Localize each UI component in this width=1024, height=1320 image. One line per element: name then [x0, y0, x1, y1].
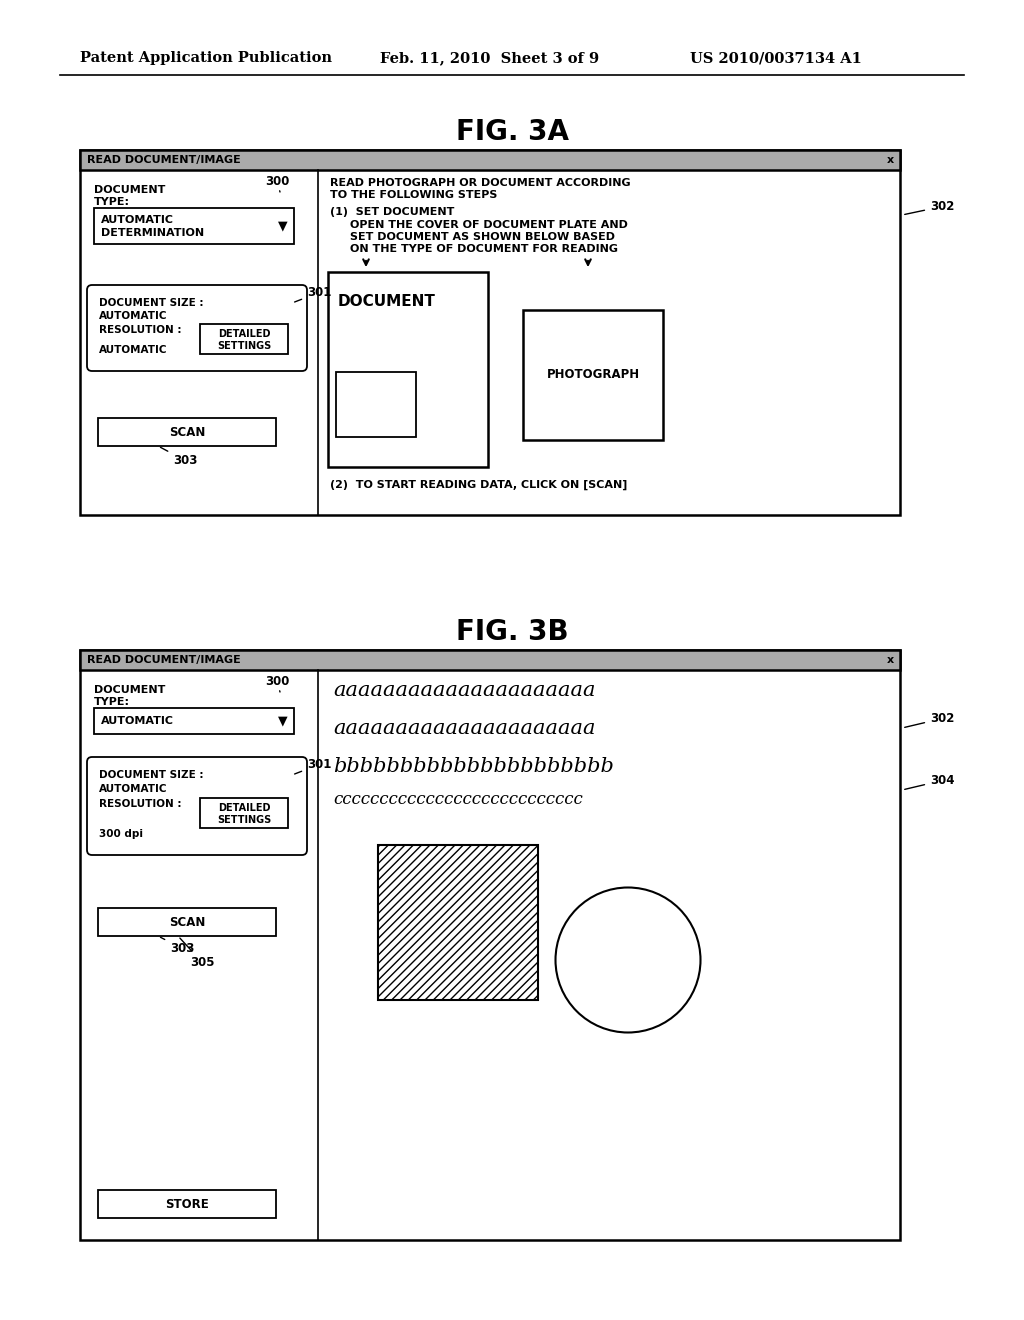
Text: STORE: STORE: [165, 1197, 209, 1210]
Text: DOCUMENT SIZE :: DOCUMENT SIZE :: [99, 770, 204, 780]
Text: bbbbbbbbbbbbbbbbbbbbb: bbbbbbbbbbbbbbbbbbbbb: [333, 756, 613, 776]
Text: Feb. 11, 2010  Sheet 3 of 9: Feb. 11, 2010 Sheet 3 of 9: [380, 51, 599, 65]
Text: READ DOCUMENT/IMAGE: READ DOCUMENT/IMAGE: [87, 655, 241, 665]
Text: FIG. 3B: FIG. 3B: [456, 618, 568, 645]
Text: 301: 301: [295, 758, 332, 774]
Bar: [80, 649, 900, 671]
FancyBboxPatch shape: [87, 285, 307, 371]
Text: (1)  SET DOCUMENT: (1) SET DOCUMENT: [330, 207, 455, 216]
Text: OPEN THE COVER OF DOCUMENT PLATE AND: OPEN THE COVER OF DOCUMENT PLATE AND: [350, 220, 628, 230]
Text: DOCUMENT: DOCUMENT: [94, 685, 165, 696]
Text: (2)  TO START READING DATA, CLICK ON [SCAN]: (2) TO START READING DATA, CLICK ON [SCA…: [330, 480, 628, 490]
Text: SCAN: SCAN: [169, 425, 205, 438]
Bar: [378, 845, 538, 1001]
Text: DOCUMENT SIZE :: DOCUMENT SIZE :: [99, 298, 204, 308]
Text: TYPE:: TYPE:: [94, 697, 130, 708]
Text: 303: 303: [161, 937, 195, 954]
Text: x: x: [887, 154, 894, 165]
Text: DOCUMENT: DOCUMENT: [94, 185, 165, 195]
Bar: [80, 649, 900, 1239]
Bar: [98, 1191, 276, 1218]
Text: AUTOMATIC: AUTOMATIC: [99, 312, 168, 321]
Bar: [98, 908, 276, 936]
Text: TYPE:: TYPE:: [94, 197, 130, 207]
Text: aaaaaaaaaaaaaaaaaaaaa: aaaaaaaaaaaaaaaaaaaaa: [333, 681, 596, 700]
Text: PHOTOGRAPH: PHOTOGRAPH: [547, 368, 640, 381]
Text: ON THE TYPE OF DOCUMENT FOR READING: ON THE TYPE OF DOCUMENT FOR READING: [350, 244, 618, 253]
Text: AUTOMATIC: AUTOMATIC: [101, 215, 174, 224]
Text: AUTOMATIC: AUTOMATIC: [101, 715, 174, 726]
Bar: [200, 323, 288, 354]
Text: RESOLUTION :: RESOLUTION :: [99, 799, 181, 809]
Text: RESOLUTION :: RESOLUTION :: [99, 325, 181, 335]
Text: READ PHOTOGRAPH OR DOCUMENT ACCORDING: READ PHOTOGRAPH OR DOCUMENT ACCORDING: [330, 178, 631, 187]
Bar: [80, 649, 900, 671]
Text: READ DOCUMENT/IMAGE: READ DOCUMENT/IMAGE: [87, 154, 241, 165]
Bar: [80, 150, 900, 170]
Text: 305: 305: [180, 939, 214, 969]
Text: 300 dpi: 300 dpi: [99, 829, 143, 840]
Text: Patent Application Publication: Patent Application Publication: [80, 51, 332, 65]
Bar: [200, 799, 288, 828]
Text: SCAN: SCAN: [169, 916, 205, 928]
Text: 304: 304: [904, 774, 954, 789]
Text: ▼: ▼: [278, 714, 288, 727]
Text: 301: 301: [295, 286, 332, 302]
Text: FIG. 3A: FIG. 3A: [456, 117, 568, 147]
Text: aaaaaaaaaaaaaaaaaaaaa: aaaaaaaaaaaaaaaaaaaaa: [333, 718, 596, 738]
Bar: [94, 708, 294, 734]
Text: SET DOCUMENT AS SHOWN BELOW BASED: SET DOCUMENT AS SHOWN BELOW BASED: [350, 232, 615, 242]
Bar: [80, 150, 900, 170]
Bar: [98, 418, 276, 446]
Ellipse shape: [555, 887, 700, 1032]
FancyBboxPatch shape: [87, 756, 307, 855]
Text: SETTINGS: SETTINGS: [217, 814, 271, 825]
Bar: [328, 272, 488, 467]
Text: x: x: [887, 655, 894, 665]
Text: DOCUMENT: DOCUMENT: [338, 294, 436, 309]
Bar: [80, 150, 900, 515]
Text: 300: 300: [265, 675, 290, 692]
Text: ccccccccccccccccccccccccccc: ccccccccccccccccccccccccccc: [333, 792, 583, 808]
Text: ▼: ▼: [278, 219, 288, 232]
Text: AUTOMATIC: AUTOMATIC: [99, 784, 168, 795]
Text: DETERMINATION: DETERMINATION: [101, 228, 204, 238]
Text: AUTOMATIC: AUTOMATIC: [99, 345, 168, 355]
Text: US 2010/0037134 A1: US 2010/0037134 A1: [690, 51, 862, 65]
Text: DETAILED: DETAILED: [218, 803, 270, 813]
Text: TO THE FOLLOWING STEPS: TO THE FOLLOWING STEPS: [330, 190, 498, 201]
Text: 303: 303: [161, 447, 198, 467]
Bar: [336, 372, 416, 437]
Text: 302: 302: [905, 201, 954, 214]
Text: 300: 300: [265, 176, 290, 191]
Bar: [94, 209, 294, 244]
Text: 302: 302: [904, 711, 954, 727]
Text: SETTINGS: SETTINGS: [217, 341, 271, 351]
Text: DETAILED: DETAILED: [218, 329, 270, 339]
Bar: [523, 310, 663, 440]
